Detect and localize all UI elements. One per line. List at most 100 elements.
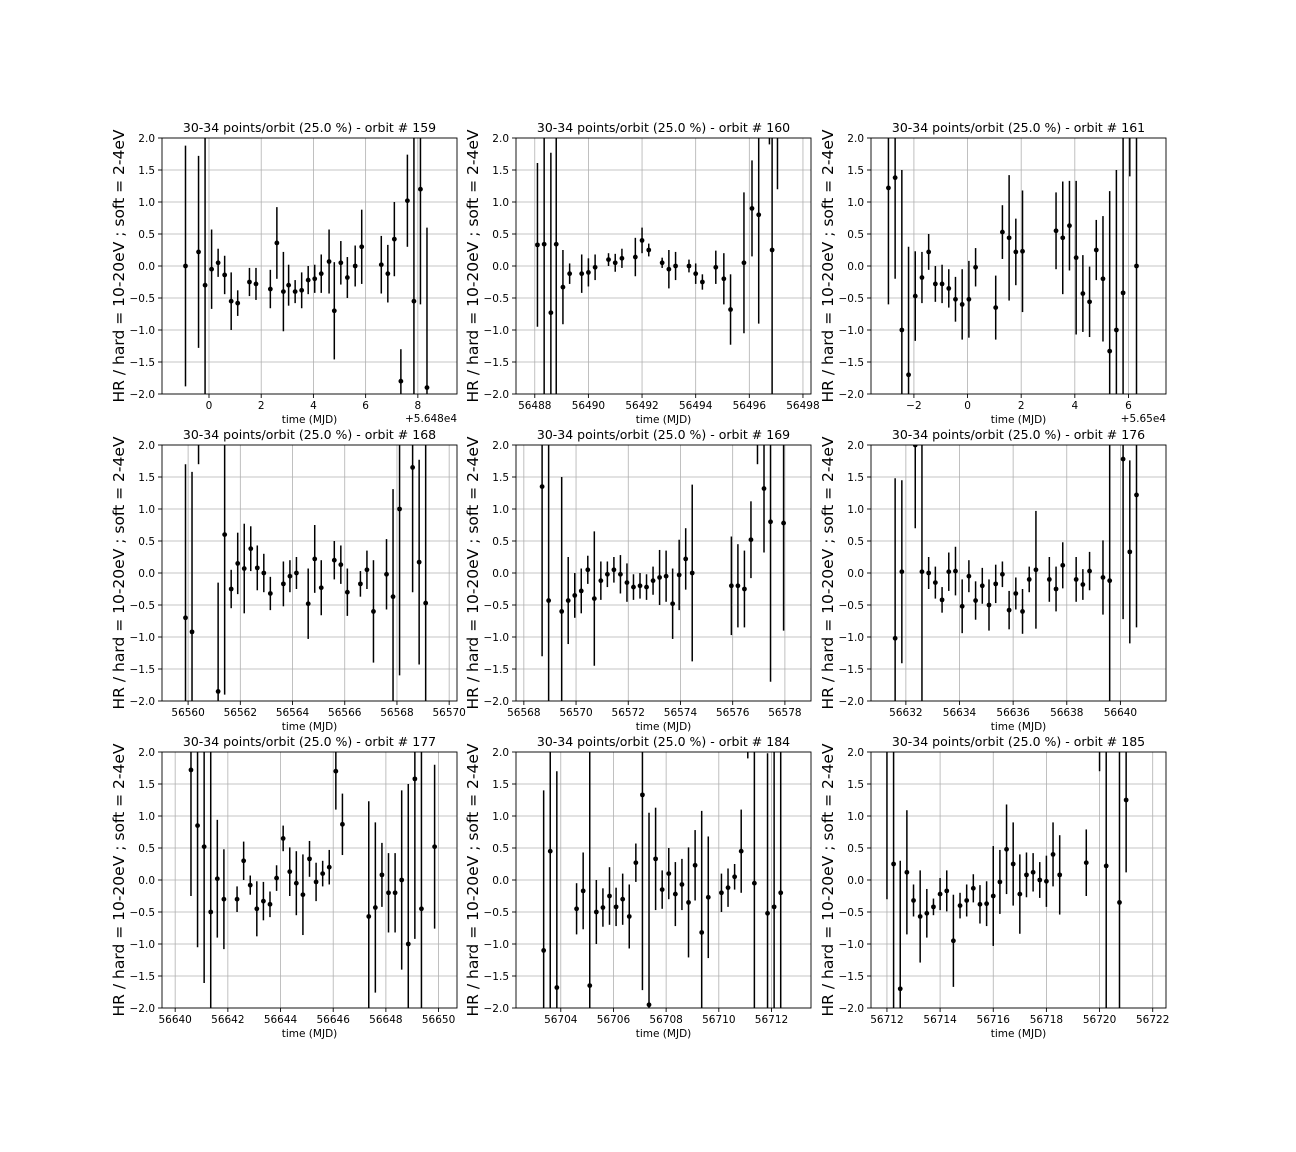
y-tick-label: −2.0 [839,389,865,401]
data-point [644,584,649,590]
data-point [539,484,545,489]
data-point [344,589,350,595]
data-point [215,260,221,266]
data-series [183,138,430,394]
y-tick-label: −1.0 [484,632,510,644]
y-tick-label: −0.5 [839,907,865,919]
panel-title: 30-34 points/orbit (25.0 %) - orbit # 16… [537,427,790,442]
data-point [663,573,669,579]
y-tick-label: 2.0 [847,440,864,452]
data-point [646,247,652,253]
data-point [404,198,410,204]
data-point [765,910,770,916]
data-point [423,600,429,606]
data-point [580,888,586,894]
data-point [214,876,220,882]
x-tick-label: 56566 [328,707,362,719]
y-tick-label: 0.5 [138,229,155,241]
data-point [560,284,566,290]
x-tick-label: 56570 [559,707,592,719]
y-tick-label: −1.5 [839,664,865,676]
data-point [891,861,896,867]
data-point [959,302,965,307]
y-tick-label: 0.0 [847,261,864,273]
y-tick-label: −1.5 [839,971,865,983]
x-tick-label: 56636 [996,707,1030,719]
data-point [261,898,266,904]
data-point [222,272,228,278]
data-point [391,236,397,242]
y-tick-label: −1.5 [484,357,510,369]
data-point [761,486,767,491]
data-point [970,885,976,891]
x-tick-label: 56490 [572,400,605,412]
x-axis-label: time (MJD) [636,414,692,426]
data-point [620,896,626,902]
x-tick-label: 56570 [432,707,465,719]
data-point [312,556,318,562]
data-point [593,909,599,915]
data-point [592,264,598,270]
data-point [670,601,676,607]
data-point [659,260,665,266]
data-point [1067,223,1072,229]
data-point [899,569,905,575]
data-point [293,880,299,886]
data-point [728,307,733,312]
panel-title: 30-34 points/orbit (25.0 %) - orbit # 18… [537,734,790,749]
y-tick-label: 1.0 [138,197,155,209]
x-tick-label: 56648 [369,1014,402,1026]
data-point [926,570,932,576]
data-point [979,583,985,589]
y-tick-label: 2.0 [847,747,864,759]
data-point [689,570,695,576]
y-tick-label: 1.0 [847,504,864,516]
data-point [286,282,292,288]
data-point [1087,299,1092,305]
x-tick-label: −2 [906,400,921,412]
data-point [1073,577,1079,582]
y-tick-label: 0.5 [847,536,864,548]
data-point [699,279,705,285]
data-point [358,581,363,587]
data-point [183,615,188,621]
data-point [612,260,618,266]
data-series [535,138,779,394]
x-tick-label: 56576 [716,707,750,719]
panel-9: 56712 56714 56716 56718 56720 56722 −2.0 −1.5 −1… [819,734,1169,1040]
data-point [919,275,925,280]
data-series [886,752,1129,1008]
data-point [1060,562,1066,568]
x-axis-label: time (MJD) [282,721,338,733]
data-point [397,506,402,512]
data-point [1083,860,1089,866]
x-tick-label: 56714 [923,1014,957,1026]
y-tick-label: 1.5 [138,165,155,177]
data-point [183,263,188,269]
data-point [565,598,571,603]
data-point [692,862,698,868]
data-point [693,271,699,277]
data-point [705,894,711,900]
y-axis-label: HR / hard = 10-20eV ; soft = 2-4eV [110,743,128,1016]
data-point [364,567,370,573]
data-point [1006,235,1012,241]
data-point [1134,263,1139,269]
y-tick-label: −0.5 [130,600,156,612]
x-tick-label: 56572 [612,707,645,719]
data-point [318,585,324,591]
data-point [911,898,916,903]
data-point [248,546,254,552]
data-point [1004,846,1009,852]
x-tick-label: 56638 [1050,707,1083,719]
data-point [1013,591,1019,596]
x-tick-label: 4 [310,400,317,412]
data-point [937,891,943,897]
y-axis-label: HR / hard = 10-20eV ; soft = 2-4eV [464,436,482,709]
data-point [906,372,911,378]
data-point [1020,248,1025,254]
data-point [683,556,689,562]
data-series [892,445,1139,701]
data-point [676,572,682,578]
